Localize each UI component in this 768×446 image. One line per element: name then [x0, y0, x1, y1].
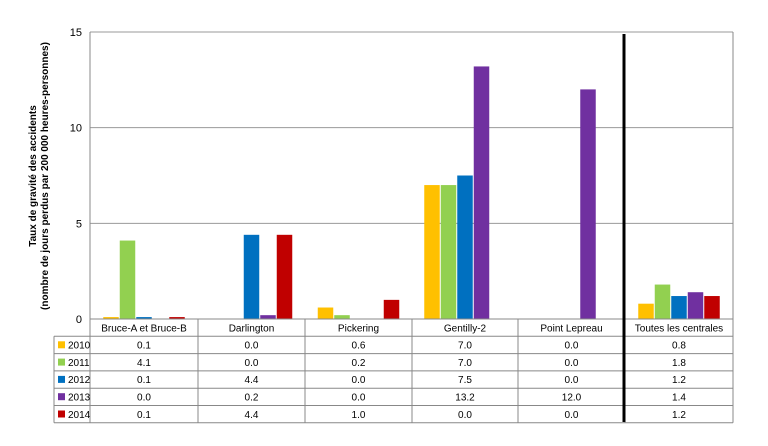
- data-label: 0.2: [245, 393, 259, 404]
- legend-label: 2011: [68, 358, 90, 369]
- data-label: 0.2: [352, 358, 366, 369]
- legend-swatch: [58, 410, 65, 418]
- bar: [654, 284, 671, 319]
- bar: [169, 317, 185, 319]
- bar: [103, 317, 119, 319]
- data-label: 4.4: [245, 410, 259, 421]
- legend-swatch: [58, 341, 65, 349]
- bar: [638, 303, 654, 319]
- category-label: Point Lepreau: [540, 323, 602, 334]
- data-table: Bruce-A et Bruce-B Darlington Pickering Gen…: [53, 318, 734, 424]
- data-label: 0.0: [352, 375, 366, 386]
- category-label: Darlington: [229, 323, 275, 334]
- bar: [671, 296, 687, 319]
- data-label: 0.0: [565, 410, 579, 421]
- y-axis-label-line2: (nombre de jours perdus par 200 000 heur…: [40, 42, 51, 310]
- bar: [260, 315, 276, 319]
- y-tick-label: 10: [70, 123, 82, 135]
- data-label: 0.0: [565, 358, 579, 369]
- y-tick-label: 15: [70, 27, 82, 39]
- legend-swatch: [58, 358, 65, 366]
- data-label: 0.0: [458, 410, 472, 421]
- y-tick-label: 5: [76, 218, 82, 230]
- data-label: 1.4: [672, 393, 686, 404]
- category-label: Toutes les centrales: [635, 323, 723, 334]
- bar: [580, 89, 596, 320]
- legend-swatch: [58, 393, 65, 401]
- gridlines: [89, 31, 734, 320]
- bar: [334, 315, 350, 319]
- data-label: 0.0: [565, 375, 579, 386]
- bar: [704, 296, 720, 319]
- data-label: 0.8: [672, 341, 686, 352]
- data-label: 0.0: [352, 393, 366, 404]
- y-axis-label-line1: Taux de gravité des accidents: [28, 105, 39, 247]
- bar: [473, 66, 490, 319]
- y-tick-label: 0: [76, 314, 82, 326]
- category-label: Bruce-A et Bruce-B: [101, 323, 187, 334]
- data-label: 7.0: [458, 341, 472, 352]
- data-label: 0.0: [137, 393, 151, 404]
- data-label: 0.0: [245, 358, 259, 369]
- bar: [119, 240, 136, 319]
- data-label: 1.2: [672, 375, 686, 386]
- legend-label: 2010: [68, 341, 91, 352]
- data-label: 7.0: [458, 358, 472, 369]
- data-label: 0.0: [245, 341, 259, 352]
- bar: [440, 185, 457, 319]
- data-label: 1.8: [672, 358, 686, 369]
- data-label: 0.1: [137, 341, 151, 352]
- data-label: 12.0: [562, 393, 582, 404]
- bar: [424, 185, 440, 319]
- category-label: Gentilly-2: [444, 323, 487, 334]
- y-axis-ticks: 0 5 10 15: [70, 27, 82, 326]
- bar: [317, 307, 334, 319]
- legend-label: 2013: [68, 393, 91, 404]
- data-label: 4.1: [137, 358, 151, 369]
- bar: [687, 292, 704, 319]
- data-label: 4.4: [245, 375, 259, 386]
- bar: [457, 175, 473, 319]
- legend-swatch: [58, 375, 65, 383]
- legend-label: 2014: [68, 410, 91, 421]
- category-label: Pickering: [338, 323, 379, 334]
- data-label: 0.1: [137, 375, 151, 386]
- data-label: 1.0: [352, 410, 366, 421]
- bar: [383, 299, 400, 319]
- data-label: 7.5: [458, 375, 472, 386]
- legend-label: 2012: [68, 375, 91, 386]
- data-label: 0.1: [137, 410, 151, 421]
- bar: [243, 234, 260, 319]
- data-label: 1.2: [672, 410, 686, 421]
- data-label: 0.6: [352, 341, 366, 352]
- bar: [136, 317, 152, 319]
- data-label: 13.2: [455, 393, 475, 404]
- bar: [276, 234, 293, 319]
- data-label: 0.0: [565, 341, 579, 352]
- y-axis-label: Taux de gravité des accidents (nombre de…: [28, 42, 51, 310]
- bars: [103, 66, 720, 320]
